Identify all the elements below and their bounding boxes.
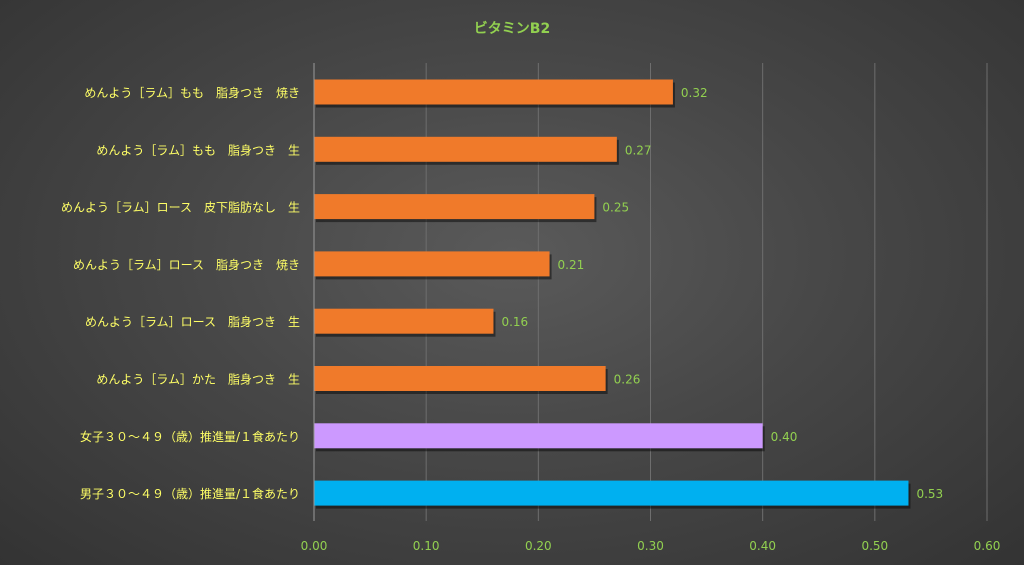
data-label: 0.40: [771, 430, 798, 444]
category-label: めんよう［ラム］ロース 脂身つき 生: [85, 314, 300, 329]
data-label: 0.16: [501, 315, 528, 329]
gridlines: [425, 63, 988, 521]
chart-title: ビタミンB2: [474, 21, 550, 37]
category-label: 男子３０～４９（歳）推進量/１食あたり: [80, 486, 300, 501]
bars: [314, 79, 911, 509]
x-tick-label: 0.00: [301, 539, 328, 553]
bar: [314, 480, 909, 506]
category-label: めんよう［ラム］もも 脂身つき 焼き: [84, 85, 300, 100]
data-label: 0.53: [916, 487, 943, 501]
bar: [314, 308, 494, 334]
bar: [314, 79, 673, 105]
data-label: 0.32: [681, 86, 708, 100]
category-label: 女子３０～４９（歳）推進量/１食あたり: [80, 429, 300, 444]
category-label: めんよう［ラム］かた 脂身つき 生: [96, 372, 300, 387]
data-label: 0.26: [614, 373, 641, 387]
bar: [314, 366, 606, 391]
x-tick-label: 0.50: [861, 539, 888, 553]
x-tick-label: 0.20: [525, 539, 552, 553]
x-tick-labels: 0.00 0.10 0.20 0.30 0.40 0.50 0.60: [301, 539, 1001, 553]
category-label: めんよう［ラム］ロース 皮下脂肪なし 生: [61, 200, 300, 215]
data-label: 0.27: [625, 143, 652, 157]
x-tick-label: 0.60: [974, 539, 1001, 553]
x-tick-label: 0.10: [413, 539, 440, 553]
x-tick-label: 0.40: [749, 539, 776, 553]
data-labels: 0.32 0.27 0.25 0.21 0.16 0.26 0.40 0.53: [501, 86, 943, 501]
x-tick-label: 0.30: [637, 539, 664, 553]
bar: [314, 251, 550, 277]
data-label: 0.21: [558, 258, 585, 272]
bar: [314, 194, 595, 220]
data-label: 0.25: [602, 201, 629, 215]
category-label: めんよう［ラム］もも 脂身つき 生: [96, 142, 300, 157]
bar: [314, 423, 763, 449]
category-label: めんよう［ラム］ロース 脂身つき 焼き: [73, 257, 300, 272]
bar: [314, 136, 617, 162]
